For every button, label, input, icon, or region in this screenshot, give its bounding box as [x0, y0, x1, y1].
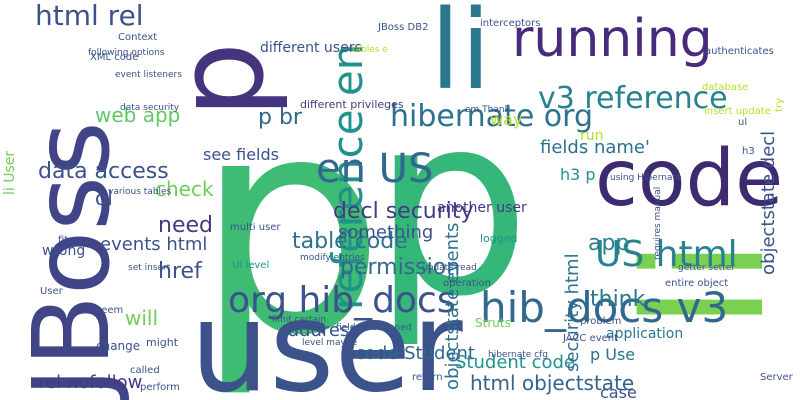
word: Struts — [475, 316, 511, 330]
word: hibernate cfg — [488, 350, 548, 360]
word: getter setter — [678, 263, 735, 273]
word: p — [372, 60, 531, 351]
word: try — [774, 98, 785, 112]
word: think — [590, 287, 646, 312]
word: html rel — [35, 0, 144, 32]
word: perform — [140, 382, 180, 393]
word: p — [152, 42, 291, 118]
word: JACC event — [562, 333, 618, 344]
word: change — [96, 339, 140, 353]
word: objectstate decl — [758, 131, 779, 275]
word: wrong — [42, 243, 85, 259]
word: case — [600, 383, 637, 400]
word: insert update — [704, 106, 771, 117]
word: way — [490, 110, 522, 129]
word: User — [40, 286, 64, 297]
word: permission — [340, 255, 460, 280]
word: problem — [580, 316, 621, 327]
word: multi user — [230, 222, 281, 233]
word: JBoss DB2 — [377, 22, 428, 33]
word: objectstate events — [442, 223, 463, 390]
word: href — [158, 259, 203, 284]
word: h3 — [742, 146, 755, 157]
word: operation — [443, 278, 491, 289]
word: modify entries — [300, 253, 365, 263]
word: Student code — [455, 352, 575, 373]
word: data access — [38, 159, 169, 184]
word: check — [155, 177, 214, 201]
word: tables e — [352, 45, 388, 55]
word: org hib_docs — [228, 280, 456, 321]
word: events html — [100, 234, 207, 255]
word: using Hibernate — [610, 173, 682, 183]
word: li User — [2, 151, 18, 195]
word: JBoss — [11, 121, 133, 400]
word: app — [588, 231, 629, 256]
word: table code — [292, 229, 408, 254]
word: database — [702, 82, 748, 93]
word: p Use — [590, 345, 635, 364]
word: data security — [120, 103, 180, 113]
word: v3 reference — [538, 81, 728, 116]
word: address' — [288, 320, 364, 341]
word: fields mentioned — [336, 323, 411, 333]
word: event listeners — [115, 70, 182, 80]
word: different privileges — [300, 98, 404, 111]
word: logged — [480, 232, 518, 245]
word: return — [412, 372, 443, 383]
word: different users — [260, 40, 362, 56]
word: h3 p — [560, 165, 596, 184]
word: requires manual — [653, 187, 663, 260]
word: rel nofollow — [38, 372, 142, 393]
word: update read — [422, 263, 477, 273]
word: hib_docs v3 — [480, 283, 728, 332]
word: fit — [58, 235, 68, 246]
word: entire object — [665, 278, 728, 289]
word: UI level — [232, 260, 269, 271]
word: li — [609, 238, 800, 330]
word: html objectstate — [470, 371, 634, 395]
word: see fields — [203, 145, 279, 164]
word: p — [195, 52, 385, 400]
word: code Student — [355, 343, 475, 364]
word: something — [338, 222, 433, 243]
word: run — [580, 128, 604, 144]
word: limit certain — [272, 315, 326, 325]
word: reference en — [323, 44, 372, 310]
word: ul — [738, 117, 747, 128]
word: US html — [595, 234, 738, 275]
word: hibernate org — [390, 99, 593, 134]
word: Server — [760, 372, 794, 383]
word: authenticates — [705, 46, 774, 57]
word: will — [125, 306, 158, 330]
word: called — [130, 365, 160, 376]
word: various tables — [108, 187, 172, 197]
word: set insert — [128, 263, 171, 273]
word: li — [430, 0, 491, 114]
word: p br — [258, 105, 303, 130]
word: user — [190, 275, 463, 400]
word: em Thank — [465, 105, 511, 115]
word: seem — [96, 305, 123, 316]
word: running — [512, 9, 713, 69]
word: implement — [606, 336, 612, 339]
word: following options — [88, 48, 165, 58]
word: fields name' — [540, 137, 650, 158]
word: Context — [118, 32, 157, 43]
word: en US — [316, 146, 433, 192]
word: web app — [95, 103, 180, 127]
word: ol — [95, 186, 113, 210]
word: decl security — [333, 199, 474, 224]
word: security html — [562, 253, 583, 372]
word: interceptors — [480, 18, 540, 29]
word: another user — [437, 200, 527, 216]
word: code — [595, 134, 783, 224]
word: might — [146, 336, 179, 349]
word: XML code — [90, 52, 138, 63]
word: application — [606, 326, 683, 342]
word: need — [158, 213, 213, 238]
word: level maybe — [302, 338, 358, 348]
